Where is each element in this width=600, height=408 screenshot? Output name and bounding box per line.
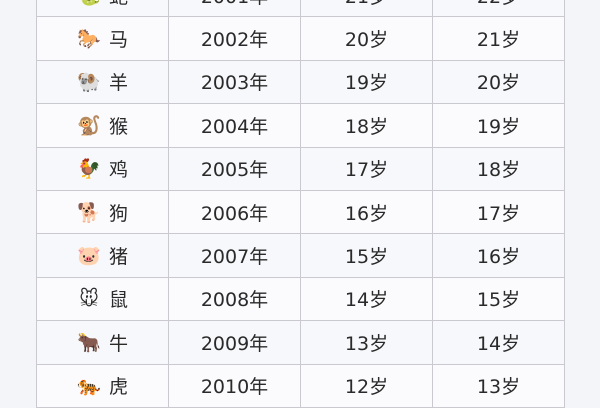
nominal-age-cell: 13岁 — [432, 363, 565, 408]
zodiac-cell: 🐂 牛 — [36, 320, 169, 365]
zodiac-cell: 🐎 马 — [36, 16, 169, 61]
age-cell: 19岁 — [300, 59, 433, 105]
zodiac-label: 狗 — [108, 202, 128, 225]
zodiac-cell: 🐕 狗 — [36, 189, 169, 235]
snake-icon: 🐍 — [77, 0, 101, 7]
table-row: 🐷 猪 2007年 15岁 16岁 — [36, 233, 565, 278]
age-cell: 13岁 — [300, 320, 433, 365]
zodiac-label: 蛇 — [109, 0, 128, 8]
table-row: 🐂 牛 2009年 13岁 14岁 — [36, 320, 565, 365]
nominal-age-cell: 16岁 — [432, 233, 565, 278]
table-row: 🐅 虎 2010年 12岁 13岁 — [36, 363, 565, 408]
nominal-age-cell: 19岁 — [432, 103, 565, 148]
zodiac-cell: 🐒 猴 — [36, 103, 169, 148]
zodiac-cell: 🐭 鼠 — [36, 276, 169, 322]
age-cell: 16岁 — [300, 189, 433, 235]
table-row: 🐓 鸡 2005年 17岁 18岁 — [36, 146, 565, 191]
zodiac-age-table: 🐍蛇2001年21岁22岁🐎马2002年20岁21岁🐏羊2003年19岁20岁🐒… — [36, 0, 565, 408]
rat-icon: 🐭 — [79, 287, 99, 310]
nominal-age-cell: 21岁 — [432, 16, 565, 61]
age-cell: 17岁 — [300, 146, 433, 191]
zodiac-label: 猪 — [108, 246, 128, 269]
age-cell: 12岁 — [300, 363, 433, 408]
zodiac-label: 鼠 — [108, 289, 128, 312]
birth-year-cell: 2007年 — [168, 233, 301, 278]
table-row: 🐕 狗 2006年 16岁 17岁 — [36, 189, 565, 235]
birth-year-cell: 2008年 — [168, 276, 301, 322]
birth-year-cell: 2001年 — [168, 0, 301, 18]
birth-year-cell: 2010年 — [168, 363, 301, 408]
nominal-age-cell: 17岁 — [432, 189, 565, 235]
ox-icon: 🐂 — [77, 331, 101, 354]
nominal-age-cell: 15岁 — [432, 276, 565, 322]
table-row: 🐒 猴 2004年 18岁 19岁 — [36, 103, 565, 148]
nominal-age-cell: 18岁 — [432, 146, 565, 191]
age-cell: 21岁 — [300, 0, 433, 18]
birth-year-cell: 2003年 — [168, 59, 301, 105]
tiger-icon: 🐅 — [77, 375, 101, 398]
zodiac-label: 马 — [108, 29, 128, 52]
horse-icon: 🐎 — [77, 28, 101, 51]
age-cell: 15岁 — [300, 233, 433, 278]
age-cell: 20岁 — [300, 16, 433, 61]
sheep-icon: 🐏 — [77, 71, 101, 94]
pig-icon: 🐷 — [77, 245, 101, 268]
birth-year-cell: 2009年 — [168, 320, 301, 365]
birth-year-cell: 2004年 — [168, 103, 301, 148]
birth-year-cell: 2006年 — [168, 189, 301, 235]
table-row: 🐍蛇2001年21岁22岁 — [36, 0, 565, 18]
age-cell: 14岁 — [300, 276, 433, 322]
table-row: 🐭 鼠 2008年 14岁 15岁 — [36, 276, 565, 322]
zodiac-label: 虎 — [108, 376, 128, 399]
age-cell: 18岁 — [300, 103, 433, 148]
zodiac-cell: 🐍蛇 — [36, 0, 169, 18]
zodiac-label: 牛 — [108, 332, 128, 355]
nominal-age-cell: 22岁 — [432, 0, 565, 18]
zodiac-label: 羊 — [108, 72, 128, 95]
zodiac-cell: 🐓 鸡 — [36, 146, 169, 191]
nominal-age-cell: 14岁 — [432, 320, 565, 365]
monkey-icon: 🐒 — [77, 114, 101, 137]
rooster-icon: 🐓 — [77, 158, 101, 181]
zodiac-label: 猴 — [108, 115, 128, 138]
table-row: 🐎 马 2002年 20岁 21岁 — [36, 16, 565, 61]
zodiac-cell: 🐏 羊 — [36, 59, 169, 105]
zodiac-label: 鸡 — [108, 159, 128, 182]
birth-year-cell: 2005年 — [168, 146, 301, 191]
nominal-age-cell: 20岁 — [432, 59, 565, 105]
dog-icon: 🐕 — [77, 201, 101, 224]
birth-year-cell: 2002年 — [168, 16, 301, 61]
table-row: 🐏 羊 2003年 19岁 20岁 — [36, 59, 565, 105]
zodiac-cell: 🐅 虎 — [36, 363, 169, 408]
zodiac-cell: 🐷 猪 — [36, 233, 169, 278]
